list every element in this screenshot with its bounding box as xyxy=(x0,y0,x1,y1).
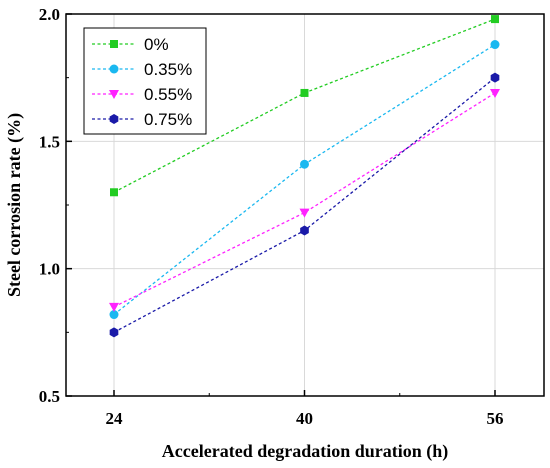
series-3 xyxy=(109,72,500,338)
data-point xyxy=(300,225,309,236)
legend: 0% 0.35% 0.55% 0.75% xyxy=(83,27,207,135)
data-point xyxy=(490,88,500,98)
data-point xyxy=(490,40,500,50)
series-layer xyxy=(109,15,500,338)
x-tick-label: 24 xyxy=(106,409,124,428)
legend-item: 0% xyxy=(92,35,169,54)
data-point xyxy=(490,72,500,83)
data-point xyxy=(491,15,499,24)
y-tick-label: 1.0 xyxy=(39,260,60,279)
x-axis-title: Accelerated degradation duration (h) xyxy=(162,441,448,462)
legend-label: 0% xyxy=(144,35,169,54)
legend-item: 0.75% xyxy=(92,110,192,129)
data-point xyxy=(299,208,310,218)
data-point xyxy=(109,310,119,320)
series-1 xyxy=(109,40,500,320)
x-tick-label: 56 xyxy=(487,409,504,428)
legend-marker xyxy=(109,90,119,99)
series-0 xyxy=(110,15,499,197)
axes: 0.5 1.0 1.5 2.0 24 40 56 xyxy=(39,5,504,428)
legend-marker xyxy=(109,114,119,124)
data-point xyxy=(300,88,309,97)
data-point xyxy=(110,188,118,197)
legend-marker xyxy=(109,64,119,74)
legend-item: 0.55% xyxy=(92,85,192,104)
y-tick-label: 0.5 xyxy=(39,387,60,406)
y-tick-label: 2.0 xyxy=(39,5,60,24)
series-2 xyxy=(109,88,500,312)
data-point xyxy=(109,302,119,312)
data-point xyxy=(109,327,119,338)
y-tick-label: 1.5 xyxy=(39,132,60,151)
legend-marker xyxy=(110,40,118,48)
data-point xyxy=(300,159,309,169)
y-axis-title: Steel corrosion rate (%) xyxy=(4,113,25,297)
x-tick-label: 40 xyxy=(296,409,313,428)
legend-label: 0.75% xyxy=(144,110,192,129)
legend-item: 0.35% xyxy=(92,60,192,79)
legend-label: 0.55% xyxy=(144,85,192,104)
legend-label: 0.35% xyxy=(144,60,192,79)
legend-box xyxy=(83,27,207,135)
